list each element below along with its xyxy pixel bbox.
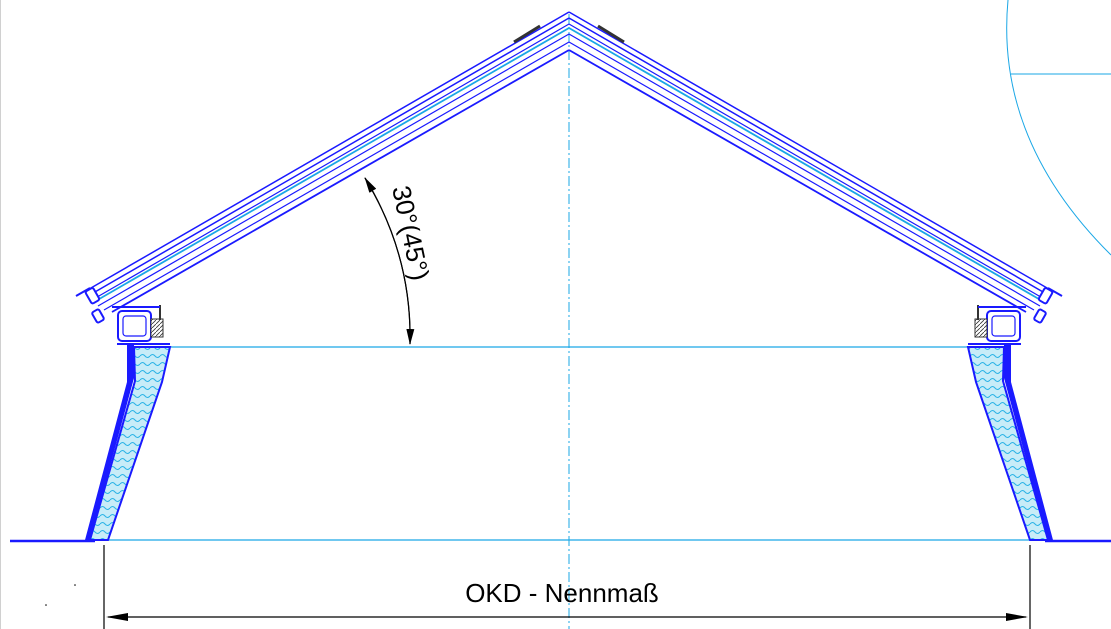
dimension-label: OKD - Nennmaß (465, 578, 659, 608)
right-glazing-pane (568, 11, 1055, 313)
angle-label: 30°(45°) (386, 183, 435, 283)
angle-dimension (364, 177, 415, 345)
left-frame-profile (112, 305, 164, 342)
stray-dot (74, 584, 76, 586)
left-glazing-pane (83, 11, 570, 313)
width-dimension (103, 545, 1031, 629)
right-edge-clamp (1033, 287, 1063, 324)
left-upstand (85, 343, 172, 541)
detail-circle (1006, 0, 1111, 256)
roof-deck-line (10, 539, 1111, 543)
stray-dot (45, 604, 47, 606)
left-edge-clamp (75, 287, 105, 324)
right-upstand (966, 343, 1053, 541)
right-frame-profile (974, 305, 1026, 342)
